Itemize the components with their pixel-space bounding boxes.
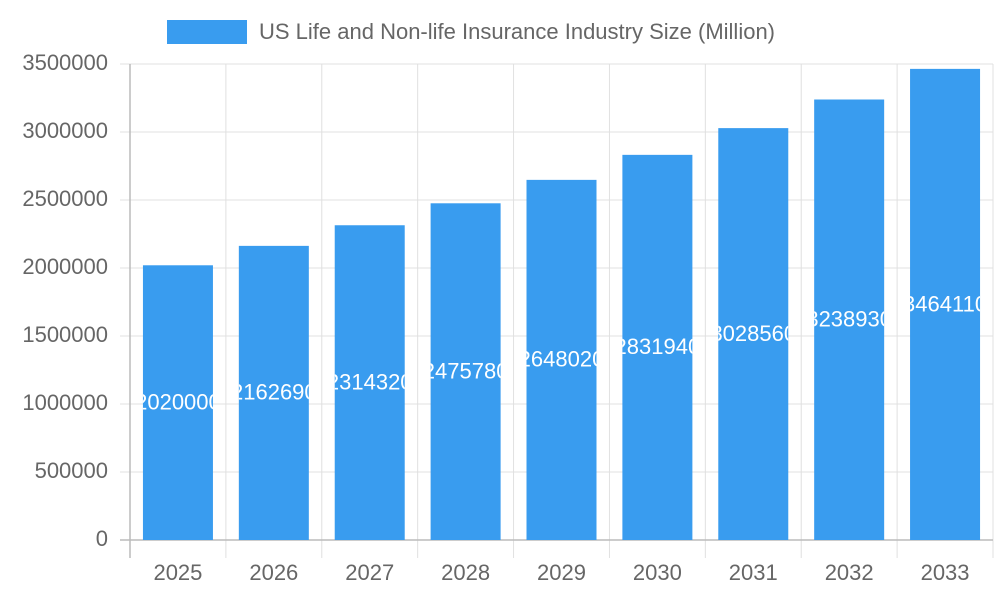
x-tick-label: 2028 [441, 560, 490, 585]
data-label: 3464110 [903, 291, 987, 316]
legend-label: US Life and Non-life Insurance Industry … [259, 19, 775, 44]
bar [814, 99, 885, 540]
bar [526, 179, 597, 541]
bar [718, 128, 789, 540]
x-tick-label: 2033 [921, 560, 970, 585]
bar [910, 68, 981, 540]
legend-swatch [167, 20, 247, 44]
y-tick-label: 2000000 [22, 254, 108, 279]
data-label: 3238930 [806, 307, 892, 332]
data-label: 2475780 [423, 358, 509, 383]
x-tick-label: 2026 [249, 560, 298, 585]
y-tick-label: 1500000 [22, 322, 108, 347]
y-tick-label: 2500000 [22, 186, 108, 211]
data-label: 2162690 [231, 380, 317, 405]
x-tick-label: 2025 [153, 560, 202, 585]
bar [142, 265, 213, 540]
x-tick-label: 2029 [537, 560, 586, 585]
y-tick-label: 3500000 [22, 50, 108, 75]
data-label: 2020000 [135, 389, 221, 414]
data-label: 3028560 [710, 321, 796, 346]
bar [430, 203, 501, 540]
bar [334, 225, 405, 540]
y-tick-label: 500000 [35, 458, 108, 483]
data-label: 2831940 [615, 334, 701, 359]
x-tick-label: 2030 [633, 560, 682, 585]
y-tick-label: 3000000 [22, 118, 108, 143]
bar [622, 154, 693, 541]
y-tick-label: 1000000 [22, 390, 108, 415]
bar [238, 245, 309, 541]
data-label: 2314320 [327, 369, 413, 394]
y-tick-label: 0 [96, 526, 108, 551]
x-tick-label: 2027 [345, 560, 394, 585]
data-label: 2648020 [519, 347, 605, 372]
x-tick-label: 2031 [729, 560, 778, 585]
x-tick-label: 2032 [825, 560, 874, 585]
